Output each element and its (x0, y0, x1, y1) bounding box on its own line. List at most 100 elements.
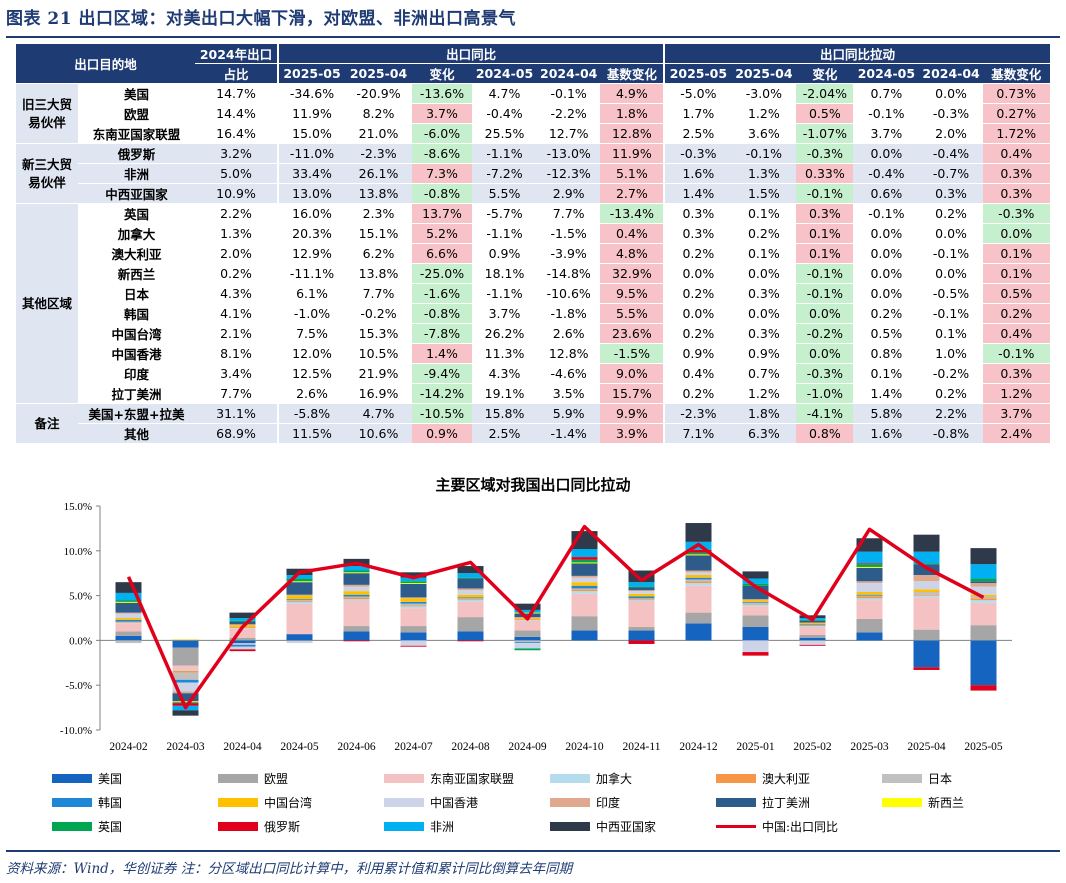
bar-segment (685, 581, 712, 584)
bar-segment (115, 635, 142, 641)
bar-segment (742, 603, 769, 605)
legend-item: 中国台湾 (218, 794, 312, 811)
bar-segment (799, 635, 826, 638)
table-cell: -1.1% (472, 143, 537, 164)
bar-segment (856, 618, 883, 633)
legend-swatch (384, 774, 424, 783)
bar-segment (799, 644, 826, 646)
table-cell: 3.5% (537, 383, 601, 404)
table-cell: 0.9% (731, 343, 797, 364)
table-cell: 2.6% (537, 323, 601, 344)
group-label: 其他区域 (16, 203, 78, 404)
table-cell: 0.0% (731, 263, 797, 284)
table-cell: 5.2% (412, 223, 472, 244)
header-sub: 2025-04 (731, 63, 797, 84)
table-row: 非洲 5.0% 33.4% 26.1% 7.3% -7.2% -12.3% 5.1% 1.6% 1… (16, 163, 1050, 184)
table-cell: 12.9% (277, 243, 345, 264)
bar-segment (970, 685, 997, 691)
table-cell: -1.8% (537, 303, 601, 324)
header-sub: 2024-04 (919, 63, 983, 84)
bar-segment (343, 599, 370, 601)
legend-item: 澳大利亚 (716, 770, 810, 787)
table-cell: 0.1% (731, 243, 797, 264)
table-header-row-1: 出口目的地 2024年出口 出口同比 出口同比拉动 (16, 44, 1050, 84)
bar-segment (514, 613, 541, 618)
row-name: 非洲 (78, 163, 195, 184)
table-cell: -13.4% (600, 203, 665, 224)
bar-segment (172, 710, 199, 716)
table-row: 中国香港 8.1% 12.0% 10.5% 1.4% 11.3% 12.8% -1.5% 0.9… (16, 343, 1050, 364)
table-cell: -0.1% (982, 343, 1050, 364)
table-cell: 1.2% (731, 103, 797, 124)
bar-segment (514, 603, 541, 610)
table-cell: 0.0% (853, 263, 920, 284)
bar-segment (400, 608, 427, 627)
table-cell: 0.3% (796, 203, 854, 224)
table-header-row-2: 占比 2025-05 2025-04 变化 2024-05 2024-04 基数… (16, 63, 1050, 84)
legend-label: 日本 (928, 772, 953, 786)
table-cell: 0.27% (982, 103, 1050, 124)
legend-item: 东南亚国家联盟 (384, 770, 514, 787)
bar-segment (742, 604, 769, 607)
table-cell: 4.1% (195, 303, 278, 324)
group-label: 备注 (16, 403, 78, 444)
table-cell: -11.0% (277, 143, 345, 164)
table-cell: -20.9% (345, 83, 412, 104)
table-cell: 0.2% (853, 303, 920, 324)
table-cell: 0.9% (412, 423, 472, 444)
table-cell: 7.5% (277, 323, 345, 344)
table-cell: 0.1% (731, 203, 797, 224)
table-cell: -13.0% (537, 143, 601, 164)
legend-swatch (550, 774, 590, 783)
legend-swatch (716, 825, 756, 828)
bar-segment (457, 597, 484, 599)
bar-segment (286, 603, 313, 635)
bar-segment (343, 566, 370, 571)
bar-segment (856, 581, 883, 584)
chart-title: 主要区域对我国出口同比拉动 (435, 476, 631, 494)
bar-segment (343, 597, 370, 600)
legend-label: 澳大利亚 (762, 772, 811, 786)
table-cell: 5.9% (537, 403, 601, 424)
bar-segment (400, 597, 427, 599)
row-name: 美国 (78, 83, 195, 104)
table-cell: 0.1% (982, 243, 1050, 264)
table-cell: -1.0% (796, 383, 854, 404)
table-cell: 0.0% (663, 303, 732, 324)
legend-item: 中西亚国家 (550, 818, 656, 835)
row-name: 拉丁美洲 (78, 383, 195, 404)
table-cell: -1.07% (796, 123, 854, 144)
bar-segment (742, 640, 769, 653)
row-name: 日本 (78, 283, 195, 304)
bar-segment (685, 579, 712, 582)
bar-segment (457, 601, 484, 618)
table-cell: -0.8% (412, 183, 472, 204)
table-cell: -14.2% (412, 383, 472, 404)
header-sub: 2024-05 (472, 63, 537, 84)
bar-segment (685, 623, 712, 641)
table-cell: 0.8% (796, 423, 854, 444)
legend-swatch (218, 822, 258, 831)
header-sub: 2025-05 (277, 63, 345, 84)
table-row: 其他 68.9% 11.5% 10.6% 0.9% 2.5% -1.4% 3.9% 7.1% 6.… (16, 423, 1050, 444)
bar-segment (286, 599, 313, 601)
table-cell: 0.6% (853, 183, 920, 204)
table-row: 加拿大 1.3% 20.3% 15.1% 5.2% -1.1% -1.5% 0.4% 0.3% 0… (16, 223, 1050, 244)
table-cell: 3.7% (982, 403, 1050, 424)
export-region-table: 出口目的地 2024年出口 出口同比 出口同比拉动 占比 2025-05 202… (16, 44, 1050, 444)
legend-label: 中国:出口同比 (762, 820, 839, 834)
legend-label: 非洲 (430, 820, 455, 834)
bar-segment (913, 534, 940, 552)
header-sub: 2024-05 (853, 63, 920, 84)
table-cell: 0.8% (853, 343, 920, 364)
table-cell: 1.4% (663, 183, 732, 204)
bar-segment (970, 602, 997, 626)
table-cell: -0.1% (796, 263, 854, 284)
bar-segment (799, 637, 826, 641)
table-cell: 2.4% (982, 423, 1050, 444)
table-cell: 9.5% (600, 283, 665, 304)
bar-segment (685, 555, 712, 571)
table-cell: -12.3% (537, 163, 601, 184)
bar-segment (970, 581, 997, 584)
table-cell: 0.2% (663, 383, 732, 404)
